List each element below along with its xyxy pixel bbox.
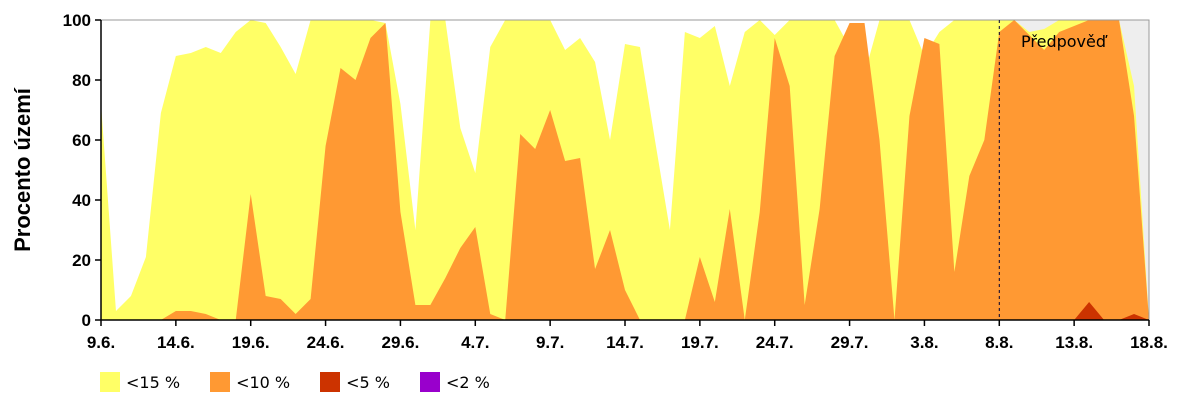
legend-item-lt10: <10 % xyxy=(210,372,290,392)
series-areas xyxy=(101,20,1149,320)
x-tick-label: 13.8. xyxy=(1055,333,1093,352)
legend: <15 % <10 % <5 % <2 % xyxy=(100,372,490,392)
legend-label-lt15: <15 % xyxy=(126,372,181,392)
y-tick-label: 80 xyxy=(72,71,91,90)
x-tick-label: 14.6. xyxy=(157,333,195,352)
legend-swatch-lt5 xyxy=(320,372,341,392)
legend-item-lt2: <2 % xyxy=(420,372,490,392)
x-tick-label: 24.7. xyxy=(756,333,794,352)
y-tick-label: 100 xyxy=(63,11,91,30)
legend-item-lt5: <5 % xyxy=(320,372,390,392)
x-axis: 9.6. 14.6. 19.6. 24.6. 29.6. 4.7. 9.7. 14.7. 19.… xyxy=(87,320,1168,352)
y-axis: 0 20 40 60 80 100 xyxy=(63,11,101,330)
legend-swatch-lt15 xyxy=(100,372,120,392)
y-tick-label: 40 xyxy=(72,191,91,210)
y-tick-label: 60 xyxy=(72,131,91,150)
x-tick-label: 18.8. xyxy=(1130,333,1168,352)
drought-area-chart: 9.6. 14.6. 19.6. 24.6. 29.6. 4.7. 9.7. 14.7. 19.… xyxy=(10,11,1168,352)
forecast-annotation: Předpověď xyxy=(1021,32,1108,51)
y-axis-label: Procento území xyxy=(10,87,35,252)
y-tick-label: 20 xyxy=(72,251,91,270)
x-tick-label: 8.8. xyxy=(985,333,1013,352)
x-tick-label: 9.7. xyxy=(536,333,564,352)
x-tick-label: 29.6. xyxy=(382,333,420,352)
x-tick-label: 24.6. xyxy=(307,333,345,352)
x-tick-label: 29.7. xyxy=(831,333,869,352)
x-tick-label: 19.7. xyxy=(681,333,719,352)
area-series-lt10 xyxy=(101,20,1149,320)
legend-swatch-lt2 xyxy=(420,372,440,392)
legend-item-lt15: <15 % xyxy=(100,372,180,392)
x-tick-label: 4.7. xyxy=(461,333,489,352)
x-tick-label: 9.6. xyxy=(87,333,115,352)
legend-swatch-lt10 xyxy=(210,372,231,392)
x-tick-label: 14.7. xyxy=(606,333,644,352)
x-tick-label: 3.8. xyxy=(910,333,938,352)
y-tick-label: 0 xyxy=(82,311,91,330)
legend-label-lt10: <10 % xyxy=(236,372,291,392)
x-tick-label: 19.6. xyxy=(232,333,270,352)
legend-label-lt5: <5 % xyxy=(346,372,390,392)
legend-label-lt2: <2 % xyxy=(446,372,490,392)
